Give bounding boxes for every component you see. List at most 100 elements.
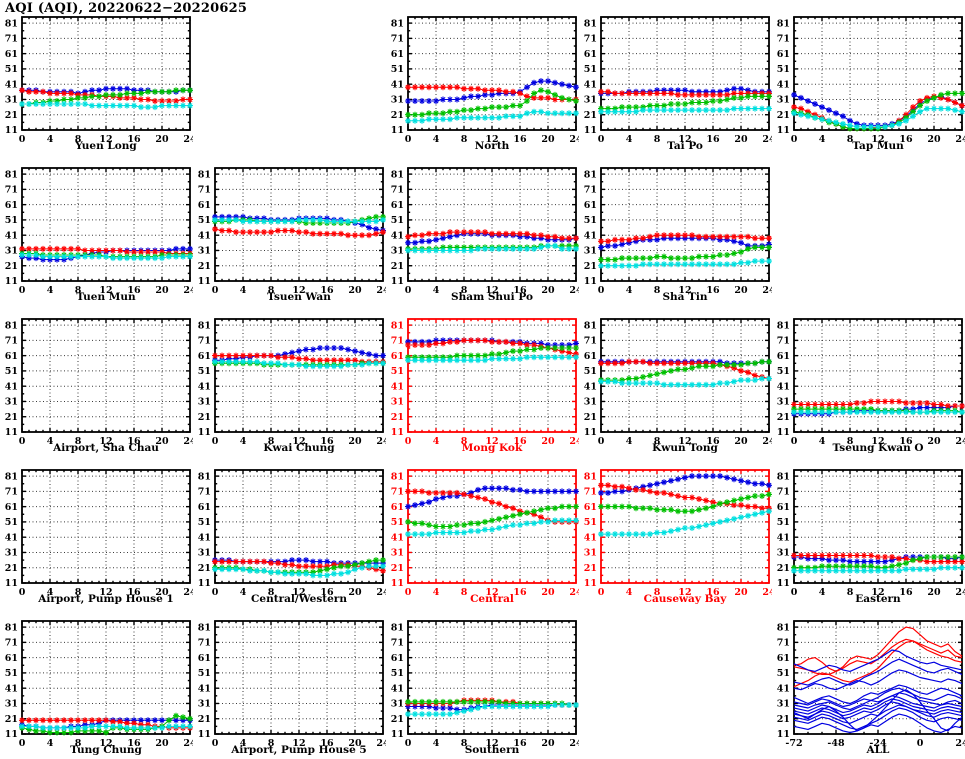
markers-green [405,87,579,118]
y-tick-label: 11 [5,578,18,589]
markers-cyan [405,517,579,538]
y-tick-label: 81 [198,471,211,482]
y-tick-label: 31 [777,95,790,106]
y-tick-label: 11 [391,729,404,740]
markers-cyan [598,508,772,538]
station-title-causeway-bay: Causeway Bay [644,593,728,604]
y-tick-label: 11 [391,276,404,287]
station-title-airport-pump-house-1: Airport, Pump House 1 [37,593,173,604]
y-tick-label: 51 [777,668,790,679]
x-tick-label: 8 [461,738,468,749]
y-tick-label: 61 [584,200,597,211]
x-tick-label: 20 [348,436,362,447]
x-tick-label: 12 [292,436,305,447]
markers-cyan [19,252,193,262]
markers-cyan [791,105,965,130]
station-title-eastern: Eastern [855,593,901,604]
series-blue [793,707,963,731]
y-tick-label: 31 [391,95,404,106]
series-blue [793,689,963,732]
x-tick-label: 0 [19,436,26,447]
y-tick-label: 81 [391,471,404,482]
y-tick-label: 41 [391,683,404,694]
y-tick-label: 31 [5,699,18,710]
chart-southern: 11 21 31 41 51 61 71 81 0 4 8 12 16 20 24 Southern [386,604,583,756]
x-tick-label: 0 [405,436,412,447]
y-tick-label: 11 [777,427,790,438]
x-tick-label: 16 [127,587,141,598]
y-tick-label: 41 [391,381,404,392]
series-blue [793,658,963,686]
x-tick-label: 4 [819,134,826,145]
series-blue [793,669,963,691]
y-tick-label: 71 [5,34,18,45]
x-tick-label: 12 [292,285,305,296]
x-tick-label: 8 [461,436,468,447]
y-tick-label: 31 [5,548,18,559]
chart-canvas-airport-pump-house-5: 11 21 31 41 51 61 71 81 0 4 8 12 16 20 24 Airport, Pump… [198,620,390,756]
chart-canvas-kwai-chung: 11 21 31 41 51 61 71 81 0 4 8 12 16 20 24 Kwai Chung [198,318,390,454]
y-tick-label: 81 [5,18,18,29]
x-tick-label: 12 [485,436,498,447]
x-tick-label: 20 [927,134,941,145]
y-tick-label: 11 [198,729,211,740]
y-tick-label: 81 [584,169,597,180]
station-title-airport-pump-house-5: Airport, Pump House 5 [230,744,366,755]
y-tick-label: 21 [391,110,404,121]
x-tick-label: 0 [212,738,219,749]
markers-red [598,232,772,245]
y-tick-label: 31 [584,397,597,408]
chart-canvas-mong-kok: 11 21 31 41 51 61 71 81 0 4 8 12 16 20 24 Mong Kok [391,318,583,454]
y-tick-label: 81 [5,320,18,331]
x-tick-label: -72 [785,738,802,749]
y-tick-label: 61 [777,49,790,60]
x-tick-label: 12 [99,738,112,749]
y-tick-label: 81 [584,471,597,482]
x-tick-label: 16 [899,436,913,447]
markers-cyan [405,354,579,364]
y-tick-label: 81 [5,471,18,482]
station-title-kwai-chung: Kwai Chung [263,442,335,453]
station-title-kwun-tong: Kwun Tong [652,442,718,453]
y-tick-label: 81 [391,622,404,633]
y-tick-label: 61 [391,502,404,513]
x-tick-label: 4 [626,587,633,598]
markers-cyan [405,242,579,254]
x-tick-label: 20 [348,285,362,296]
chart-canvas-tseung-kwan-o: 11 21 31 41 51 61 71 81 0 4 8 12 16 20 24 Tseung Kwan O [777,318,965,454]
x-tick-label: 20 [348,738,362,749]
x-tick-label: 8 [847,134,854,145]
x-tick-label: 12 [678,587,691,598]
series-red [793,640,963,688]
y-tick-label: 41 [5,381,18,392]
x-tick-label: 24 [183,436,193,447]
y-tick-label: 21 [5,563,18,574]
y-tick-label: 51 [391,64,404,75]
x-tick-label: 4 [240,436,247,447]
chart-tsuen-wan: 11 21 31 41 51 61 71 81 0 4 8 12 16 20 24 Tsuen Wan [193,151,390,303]
x-tick-label: 20 [155,738,169,749]
y-tick-label: 81 [198,622,211,633]
x-tick-label: 12 [871,134,884,145]
x-tick-label: 24 [183,134,193,145]
y-tick-label: 51 [777,64,790,75]
x-tick-label: 16 [127,285,141,296]
x-tick-label: 20 [541,738,555,749]
y-tick-label: 21 [777,110,790,121]
markers-green [405,503,579,530]
y-tick-label: 71 [198,638,211,649]
y-tick-label: 71 [777,336,790,347]
y-tick-label: 51 [5,215,18,226]
y-tick-label: 61 [5,653,18,664]
markers-red [791,398,965,409]
x-tick-label: 24 [376,738,386,749]
series-green [407,506,576,527]
x-tick-label: 4 [626,436,633,447]
markers-cyan [19,723,193,731]
y-tick-label: 81 [391,18,404,29]
chart-sham-shui-po: 11 21 31 41 51 61 71 81 0 4 8 12 16 20 24 Sham Shui Po [386,151,583,303]
x-tick-label: 4 [433,436,440,447]
chart-tung-chung: 11 21 31 41 51 61 71 81 0 4 8 12 16 20 24 Tung Chung [0,604,197,756]
y-tick-label: 21 [391,261,404,272]
